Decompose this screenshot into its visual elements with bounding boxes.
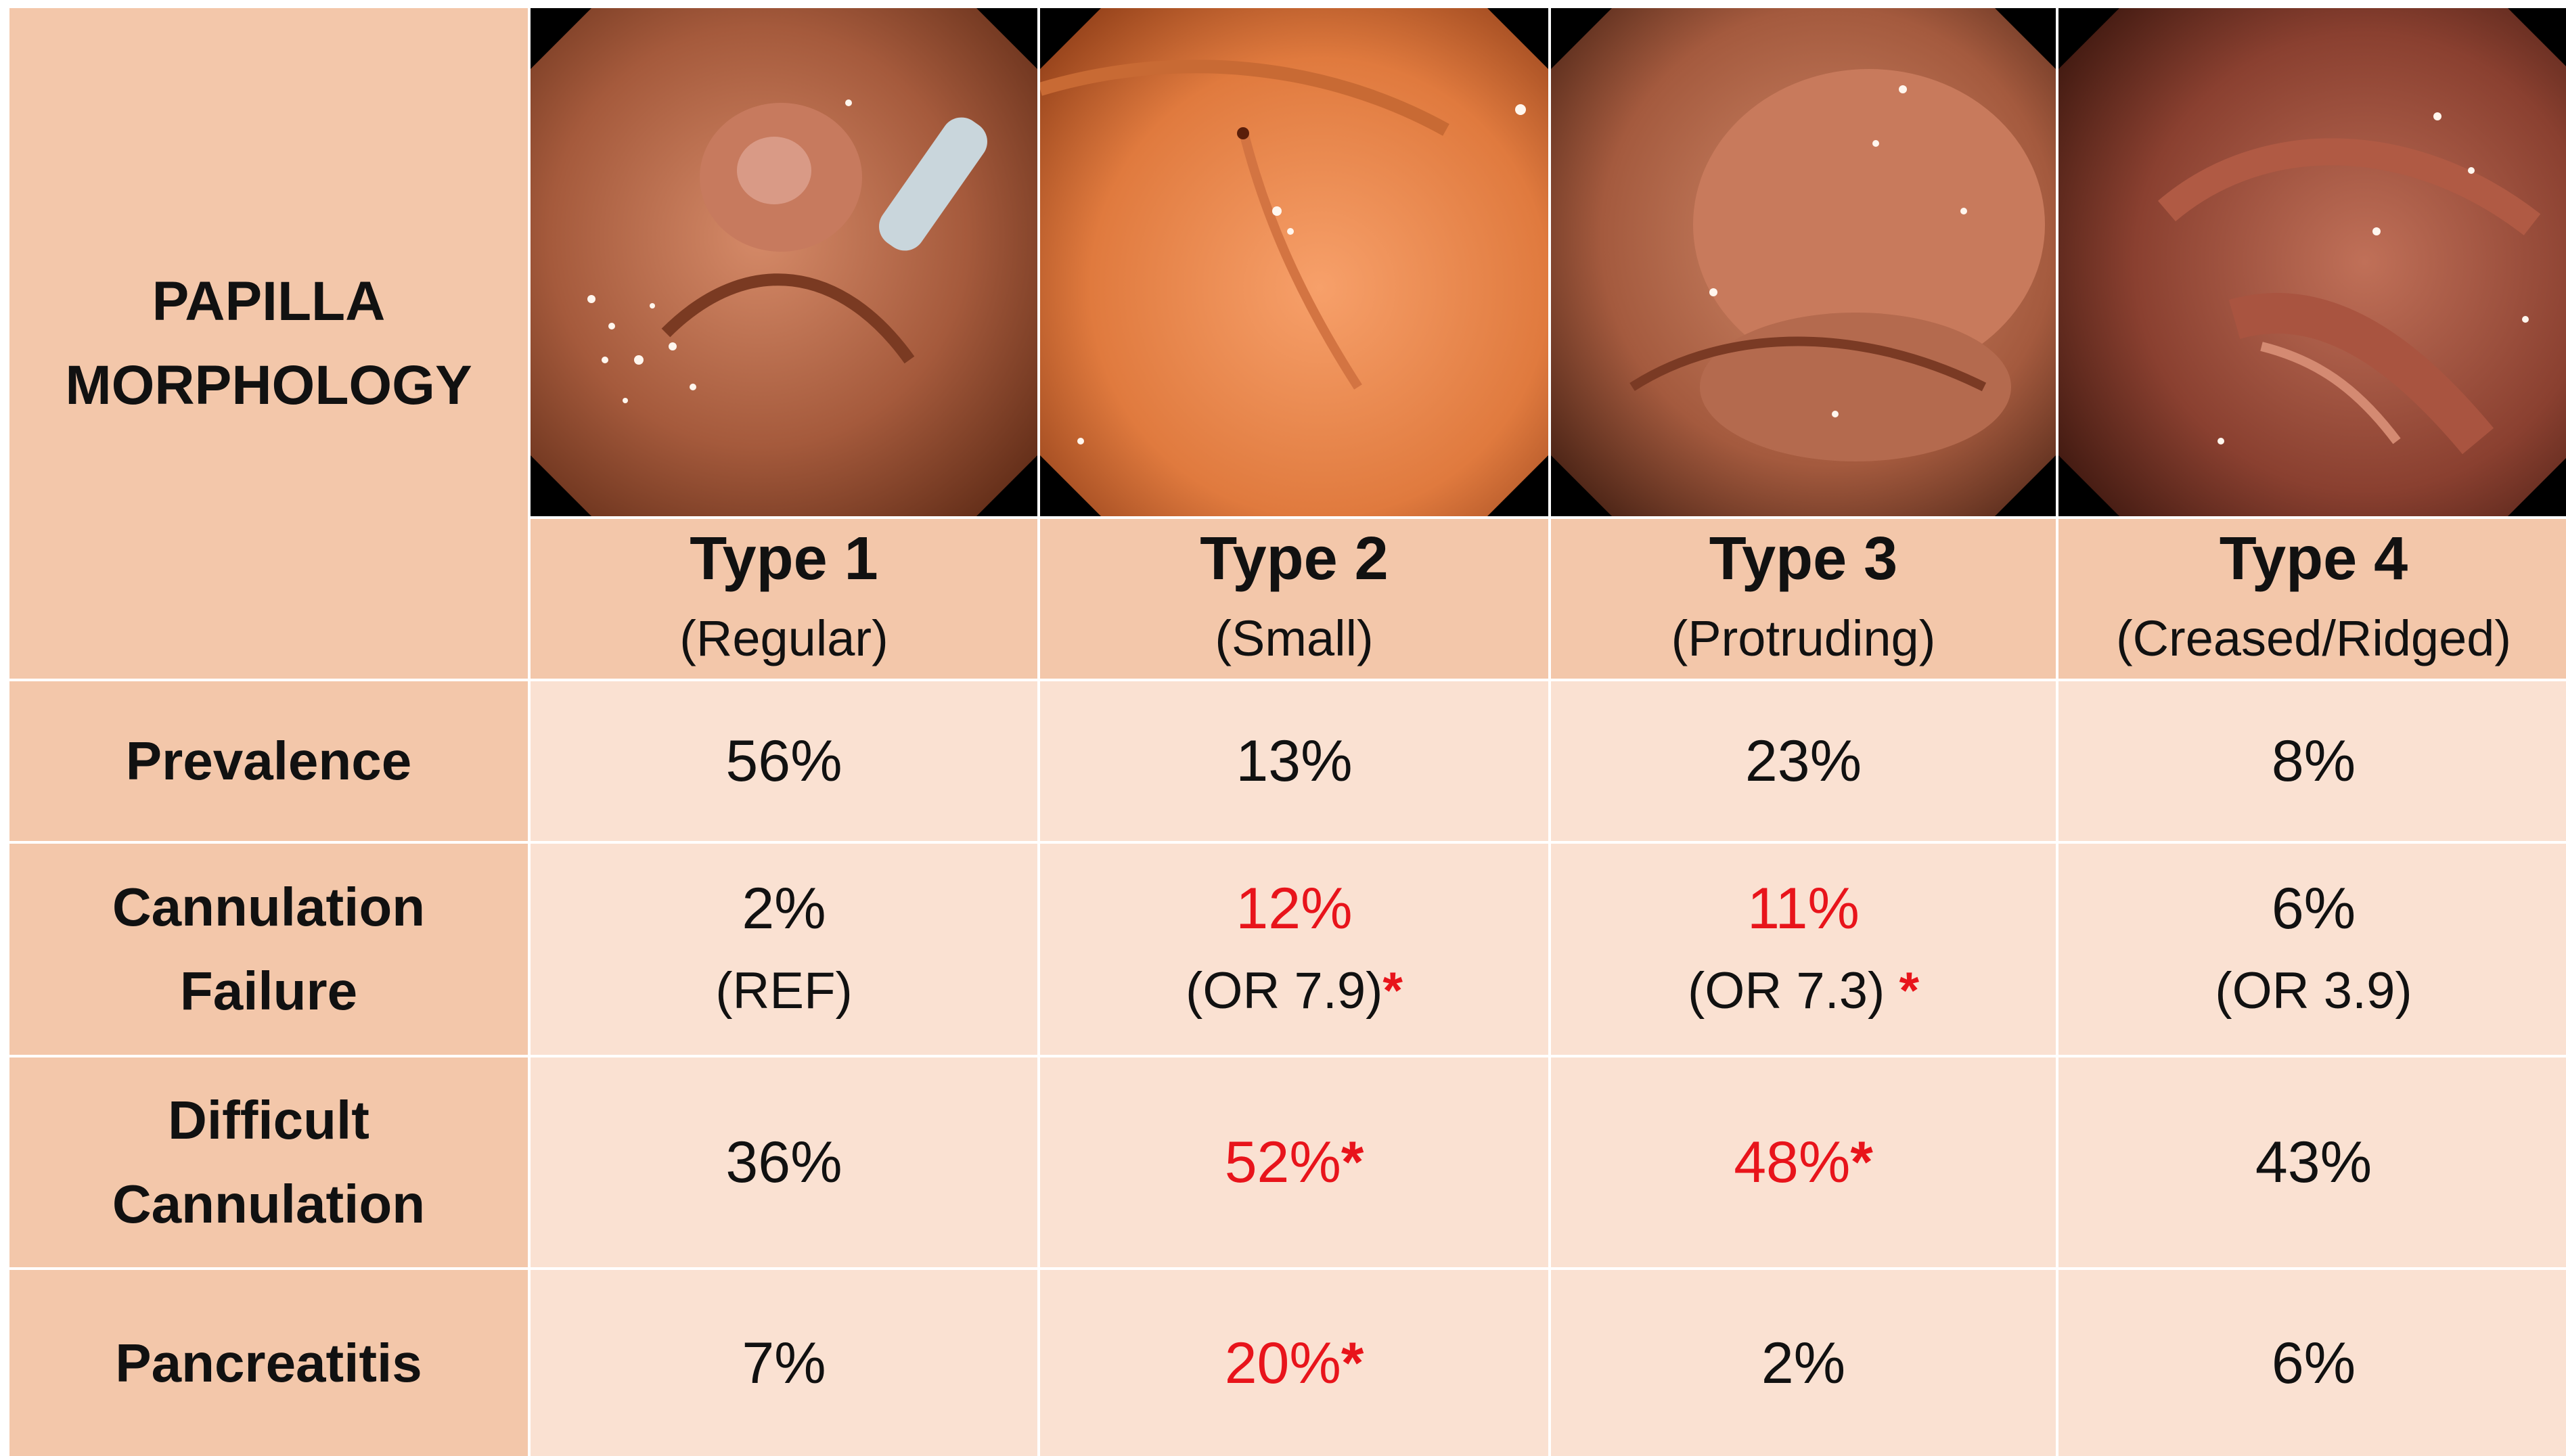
- type-header-1: Type 1 (Regular): [531, 519, 1037, 679]
- row-label-text: Prevalence: [125, 731, 412, 791]
- type-subtitle: (Regular): [679, 610, 888, 666]
- cell-value: 48%: [1734, 1130, 1851, 1195]
- row-label-text: Pancreatitis: [115, 1332, 422, 1393]
- type-header-3: Type 3 (Protruding): [1551, 519, 2056, 679]
- row-label-prevalence: Prevalence: [9, 681, 528, 841]
- type-title: Type 1: [690, 525, 878, 593]
- row-label-line2: Cannulation: [112, 1174, 426, 1234]
- pancreatitis-type-1: 7%: [531, 1270, 1037, 1456]
- cell-value: 12%: [1236, 876, 1353, 941]
- cell-value: 52%: [1224, 1130, 1341, 1195]
- cell-value: 56%: [725, 729, 842, 794]
- cannulation-failure-type-1: 2% (REF): [531, 844, 1037, 1055]
- cell-subvalue: (REF): [715, 951, 853, 1032]
- significance-marker: *: [1341, 1130, 1364, 1195]
- cannulation-failure-type-3: 11% (OR 7.3) *: [1551, 844, 2056, 1055]
- corner-title-line2: MORPHOLOGY: [65, 354, 472, 416]
- prevalence-type-3: 23%: [1551, 681, 2056, 841]
- table-corner-title: PAPILLA MORPHOLOGY: [9, 8, 528, 679]
- prevalence-type-1: 56%: [531, 681, 1037, 841]
- endoscopy-image-type-4: [2058, 8, 2566, 516]
- type-title: Type 2: [1200, 525, 1389, 593]
- pancreatitis-type-2: 20%*: [1040, 1270, 1548, 1456]
- cell-subvalue: (OR 7.3) *: [1688, 951, 1919, 1032]
- type-header-4: Type 4 (Creased/Ridged): [2058, 519, 2566, 679]
- pancreatitis-type-4: 6%: [2058, 1270, 2566, 1456]
- cell-value: 2%: [742, 876, 826, 941]
- difficult-cannulation-type-2: 52%*: [1040, 1057, 1548, 1267]
- significance-marker: *: [1899, 962, 1920, 1020]
- prevalence-type-2: 13%: [1040, 681, 1548, 841]
- odds-ratio-text: (OR 3.9): [2215, 962, 2412, 1020]
- cell-value: 36%: [725, 1130, 842, 1195]
- cell-value: 11%: [1747, 876, 1860, 941]
- difficult-cannulation-type-3: 48%*: [1551, 1057, 2056, 1267]
- difficult-cannulation-type-4: 43%: [2058, 1057, 2566, 1267]
- row-label-line2: Failure: [179, 961, 358, 1021]
- type-title: Type 4: [2219, 525, 2408, 593]
- difficult-cannulation-type-1: 36%: [531, 1057, 1037, 1267]
- odds-ratio-text: (OR 7.9): [1186, 962, 1383, 1020]
- cell-value-wrap: 52%*: [1225, 1120, 1364, 1204]
- odds-ratio-text: (OR 7.3): [1687, 962, 1899, 1020]
- endoscopy-image-type-1: [531, 8, 1037, 516]
- row-label-line1: Difficult: [168, 1090, 369, 1150]
- row-label-difficult-cannulation: Difficult Cannulation: [9, 1057, 528, 1267]
- corner-title-line1: PAPILLA: [152, 270, 386, 332]
- type-subtitle: (Protruding): [1671, 610, 1936, 666]
- cell-value: 6%: [2271, 876, 2356, 941]
- odds-ratio-text: (REF): [715, 962, 853, 1020]
- endoscopy-image-type-3: [1551, 8, 2056, 516]
- type-title: Type 3: [1709, 525, 1898, 593]
- cell-value: 7%: [742, 1330, 826, 1396]
- cell-value-wrap: 48%*: [1734, 1120, 1873, 1204]
- cell-subvalue: (OR 7.9)*: [1186, 951, 1403, 1032]
- type-header-2: Type 2 (Small): [1040, 519, 1548, 679]
- cell-value: 2%: [1761, 1330, 1846, 1396]
- papilla-morphology-table: PAPILLA MORPHOLOGY: [9, 8, 2566, 1456]
- pancreatitis-type-3: 2%: [1551, 1270, 2056, 1456]
- endoscopy-image-type-2: [1040, 8, 1548, 516]
- cannulation-failure-type-2: 12% (OR 7.9)*: [1040, 844, 1548, 1055]
- type-subtitle: (Small): [1215, 610, 1374, 666]
- significance-marker: *: [1341, 1330, 1364, 1396]
- row-label-pancreatitis: Pancreatitis: [9, 1270, 528, 1456]
- cell-value-wrap: 20%*: [1225, 1321, 1364, 1405]
- cannulation-failure-type-4: 6% (OR 3.9): [2058, 844, 2566, 1055]
- cell-value: 8%: [2271, 729, 2356, 794]
- cell-subvalue: (OR 3.9): [2215, 951, 2412, 1032]
- cell-value: 23%: [1745, 729, 1862, 794]
- row-label-cannulation-failure: Cannulation Failure: [9, 844, 528, 1055]
- cell-value: 43%: [2255, 1130, 2372, 1195]
- cell-value: 20%: [1224, 1330, 1341, 1396]
- prevalence-type-4: 8%: [2058, 681, 2566, 841]
- significance-marker: *: [1850, 1130, 1873, 1195]
- significance-marker: *: [1382, 962, 1403, 1020]
- cell-value: 6%: [2271, 1330, 2356, 1396]
- row-label-line1: Cannulation: [112, 877, 426, 937]
- type-subtitle: (Creased/Ridged): [2115, 610, 2512, 666]
- cell-value: 13%: [1236, 729, 1353, 794]
